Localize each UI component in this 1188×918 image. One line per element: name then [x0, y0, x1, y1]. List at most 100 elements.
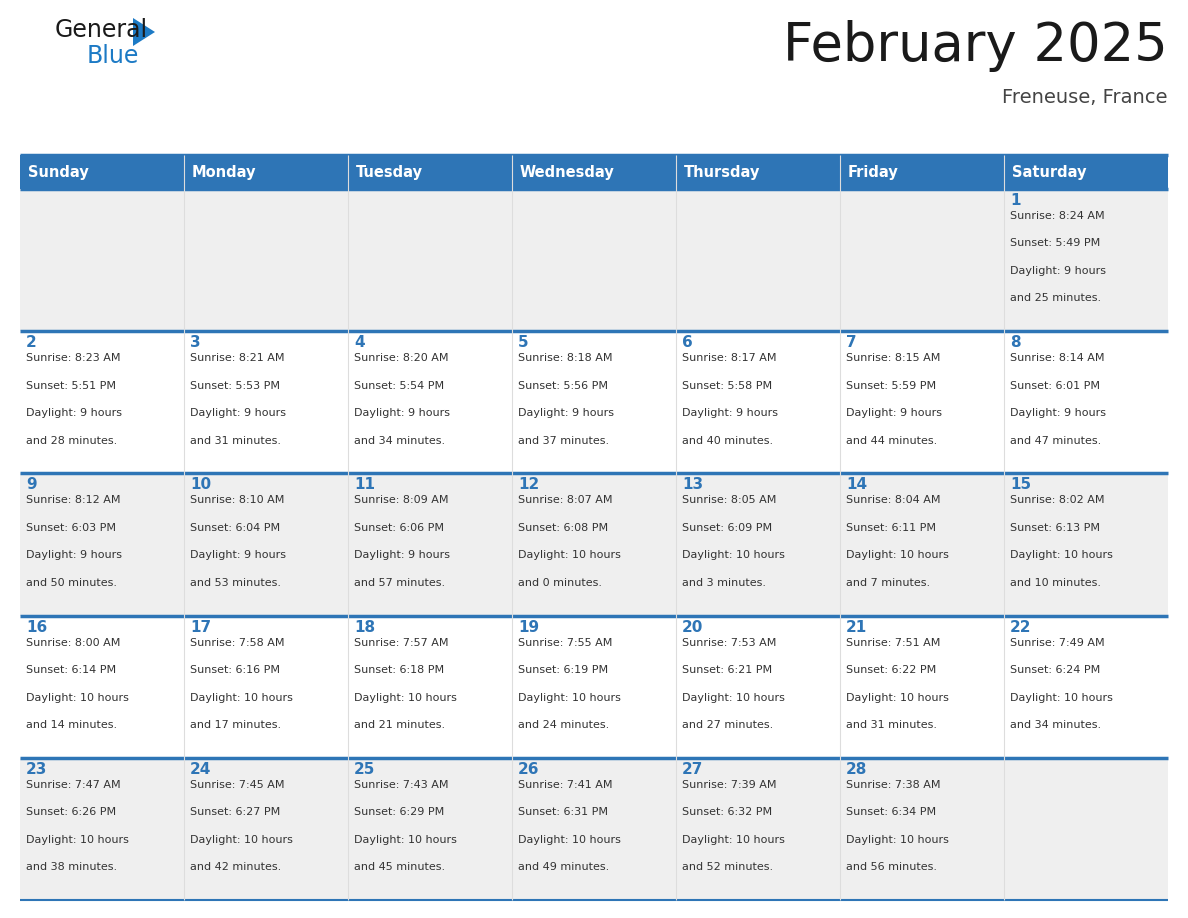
Text: Sunrise: 8:09 AM: Sunrise: 8:09 AM — [354, 496, 449, 506]
Text: and 31 minutes.: and 31 minutes. — [190, 436, 282, 445]
Text: General: General — [55, 18, 148, 42]
Bar — [840, 155, 1004, 189]
Text: and 53 minutes.: and 53 minutes. — [190, 577, 282, 588]
Text: Sunrise: 8:12 AM: Sunrise: 8:12 AM — [26, 496, 120, 506]
Text: and 7 minutes.: and 7 minutes. — [846, 577, 930, 588]
Text: 26: 26 — [518, 762, 539, 777]
Text: Blue: Blue — [87, 44, 139, 68]
Text: and 21 minutes.: and 21 minutes. — [354, 720, 446, 730]
Text: 16: 16 — [26, 620, 48, 634]
Text: and 49 minutes.: and 49 minutes. — [518, 862, 609, 872]
Bar — [1004, 616, 1168, 757]
Text: 28: 28 — [846, 762, 867, 777]
Bar — [20, 616, 184, 757]
Text: Sunset: 5:58 PM: Sunset: 5:58 PM — [682, 381, 772, 391]
Text: 1: 1 — [1010, 193, 1020, 208]
Bar — [348, 189, 512, 331]
Text: Daylight: 9 hours: Daylight: 9 hours — [26, 551, 122, 560]
Text: and 44 minutes.: and 44 minutes. — [846, 436, 937, 445]
Text: 6: 6 — [682, 335, 693, 350]
Text: 20: 20 — [682, 620, 703, 634]
Text: Sunset: 6:21 PM: Sunset: 6:21 PM — [682, 665, 772, 675]
Text: Daylight: 10 hours: Daylight: 10 hours — [26, 834, 128, 845]
Text: Sunrise: 8:23 AM: Sunrise: 8:23 AM — [26, 353, 120, 364]
Text: 13: 13 — [682, 477, 703, 492]
Text: Sunrise: 8:00 AM: Sunrise: 8:00 AM — [26, 638, 120, 647]
Text: and 52 minutes.: and 52 minutes. — [682, 862, 773, 872]
Text: Sunset: 5:59 PM: Sunset: 5:59 PM — [846, 381, 936, 391]
Text: and 17 minutes.: and 17 minutes. — [190, 720, 282, 730]
Text: Sunrise: 7:57 AM: Sunrise: 7:57 AM — [354, 638, 449, 647]
Bar — [676, 757, 840, 900]
Polygon shape — [133, 18, 154, 46]
Text: Sunset: 6:09 PM: Sunset: 6:09 PM — [682, 523, 772, 532]
Bar — [20, 757, 184, 900]
Text: 10: 10 — [190, 477, 211, 492]
Bar — [20, 474, 184, 616]
Text: 3: 3 — [190, 335, 201, 350]
Text: Sunrise: 8:07 AM: Sunrise: 8:07 AM — [518, 496, 613, 506]
Text: and 3 minutes.: and 3 minutes. — [682, 577, 766, 588]
Text: Sunrise: 7:47 AM: Sunrise: 7:47 AM — [26, 779, 121, 789]
Bar — [676, 616, 840, 757]
Bar — [348, 155, 512, 189]
Text: Sunset: 6:01 PM: Sunset: 6:01 PM — [1010, 381, 1100, 391]
Text: Daylight: 10 hours: Daylight: 10 hours — [518, 692, 621, 702]
Text: Wednesday: Wednesday — [520, 164, 614, 180]
Text: Sunset: 6:24 PM: Sunset: 6:24 PM — [1010, 665, 1100, 675]
Text: Sunrise: 8:05 AM: Sunrise: 8:05 AM — [682, 496, 777, 506]
Text: Daylight: 10 hours: Daylight: 10 hours — [26, 692, 128, 702]
Text: Daylight: 10 hours: Daylight: 10 hours — [190, 692, 293, 702]
Text: February 2025: February 2025 — [783, 20, 1168, 72]
Text: and 24 minutes.: and 24 minutes. — [518, 720, 609, 730]
Text: and 47 minutes.: and 47 minutes. — [1010, 436, 1101, 445]
Text: Sunrise: 8:21 AM: Sunrise: 8:21 AM — [190, 353, 284, 364]
Text: Sunrise: 8:18 AM: Sunrise: 8:18 AM — [518, 353, 613, 364]
Text: Sunrise: 8:04 AM: Sunrise: 8:04 AM — [846, 496, 941, 506]
Text: 17: 17 — [190, 620, 211, 634]
Text: and 56 minutes.: and 56 minutes. — [846, 862, 937, 872]
Text: Sunset: 6:34 PM: Sunset: 6:34 PM — [846, 807, 936, 817]
Text: and 42 minutes.: and 42 minutes. — [190, 862, 282, 872]
Text: Sunset: 6:19 PM: Sunset: 6:19 PM — [518, 665, 608, 675]
Text: Tuesday: Tuesday — [356, 164, 423, 180]
Bar — [20, 155, 184, 189]
Bar — [840, 331, 1004, 474]
Text: Thursday: Thursday — [684, 164, 760, 180]
Text: Sunrise: 7:55 AM: Sunrise: 7:55 AM — [518, 638, 612, 647]
Text: Sunrise: 7:45 AM: Sunrise: 7:45 AM — [190, 779, 284, 789]
Bar — [348, 331, 512, 474]
Bar — [512, 757, 676, 900]
Text: Sunrise: 8:17 AM: Sunrise: 8:17 AM — [682, 353, 777, 364]
Bar — [512, 474, 676, 616]
Bar — [348, 474, 512, 616]
Text: and 34 minutes.: and 34 minutes. — [1010, 720, 1101, 730]
Text: Daylight: 9 hours: Daylight: 9 hours — [682, 409, 778, 419]
Text: Sunrise: 7:51 AM: Sunrise: 7:51 AM — [846, 638, 941, 647]
Text: Sunset: 6:22 PM: Sunset: 6:22 PM — [846, 665, 936, 675]
Text: Daylight: 9 hours: Daylight: 9 hours — [518, 409, 614, 419]
Text: Sunrise: 7:39 AM: Sunrise: 7:39 AM — [682, 779, 777, 789]
Text: Daylight: 9 hours: Daylight: 9 hours — [1010, 409, 1106, 419]
Bar — [512, 331, 676, 474]
Text: and 28 minutes.: and 28 minutes. — [26, 436, 118, 445]
Text: 5: 5 — [518, 335, 529, 350]
Bar — [840, 189, 1004, 331]
Bar — [676, 474, 840, 616]
Bar — [1004, 155, 1168, 189]
Bar — [512, 155, 676, 189]
Text: Sunset: 6:04 PM: Sunset: 6:04 PM — [190, 523, 280, 532]
Text: Daylight: 10 hours: Daylight: 10 hours — [846, 834, 949, 845]
Text: and 38 minutes.: and 38 minutes. — [26, 862, 118, 872]
Text: Sunrise: 8:20 AM: Sunrise: 8:20 AM — [354, 353, 449, 364]
Text: 11: 11 — [354, 477, 375, 492]
Text: Daylight: 10 hours: Daylight: 10 hours — [1010, 692, 1113, 702]
Text: Daylight: 9 hours: Daylight: 9 hours — [26, 409, 122, 419]
Text: Daylight: 9 hours: Daylight: 9 hours — [190, 409, 286, 419]
Text: Sunrise: 7:58 AM: Sunrise: 7:58 AM — [190, 638, 284, 647]
Text: Sunset: 6:11 PM: Sunset: 6:11 PM — [846, 523, 936, 532]
Text: Saturday: Saturday — [1012, 164, 1087, 180]
Bar — [184, 331, 348, 474]
Text: Sunrise: 7:43 AM: Sunrise: 7:43 AM — [354, 779, 449, 789]
Text: 19: 19 — [518, 620, 539, 634]
